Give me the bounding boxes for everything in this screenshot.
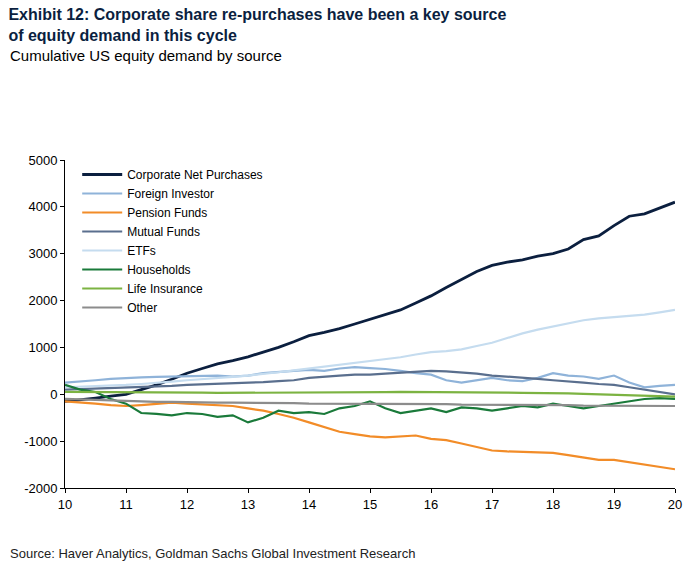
- svg-text:1000: 1000: [28, 340, 57, 355]
- svg-text:4000: 4000: [28, 199, 57, 214]
- svg-text:15: 15: [363, 497, 377, 512]
- svg-text:19: 19: [607, 497, 621, 512]
- svg-text:3000: 3000: [28, 246, 57, 261]
- svg-text:10: 10: [58, 497, 72, 512]
- svg-text:Source: Haver Analytics, Goldm: Source: Haver Analytics, Goldman Sachs G…: [10, 546, 415, 561]
- svg-text:-1000: -1000: [24, 434, 57, 449]
- svg-text:17: 17: [485, 497, 499, 512]
- svg-text:12: 12: [180, 497, 194, 512]
- svg-text:-2000: -2000: [24, 481, 57, 496]
- svg-text:Cumulative US equity demand by: Cumulative US equity demand by source: [10, 47, 282, 64]
- svg-text:Life Insurance: Life Insurance: [127, 282, 203, 296]
- svg-text:ETFs: ETFs: [127, 244, 156, 258]
- svg-text:Mutual Funds: Mutual Funds: [127, 225, 200, 239]
- svg-text:11: 11: [119, 497, 133, 512]
- svg-text:0: 0: [50, 387, 57, 402]
- svg-text:Households: Households: [127, 263, 190, 277]
- svg-text:5000: 5000: [28, 153, 57, 168]
- svg-text:16: 16: [424, 497, 438, 512]
- svg-text:18: 18: [546, 497, 560, 512]
- svg-text:Corporate Net Purchases: Corporate Net Purchases: [127, 168, 262, 182]
- svg-text:20: 20: [668, 497, 682, 512]
- svg-text:Exhibit 12: Corporate share re: Exhibit 12: Corporate share re-purchases…: [8, 6, 506, 44]
- svg-text:13: 13: [241, 497, 255, 512]
- svg-text:Pension Funds: Pension Funds: [127, 206, 207, 220]
- svg-text:14: 14: [302, 497, 316, 512]
- svg-text:Other: Other: [127, 301, 157, 315]
- svg-text:2000: 2000: [28, 293, 57, 308]
- svg-text:Foreign Investor: Foreign Investor: [127, 187, 214, 201]
